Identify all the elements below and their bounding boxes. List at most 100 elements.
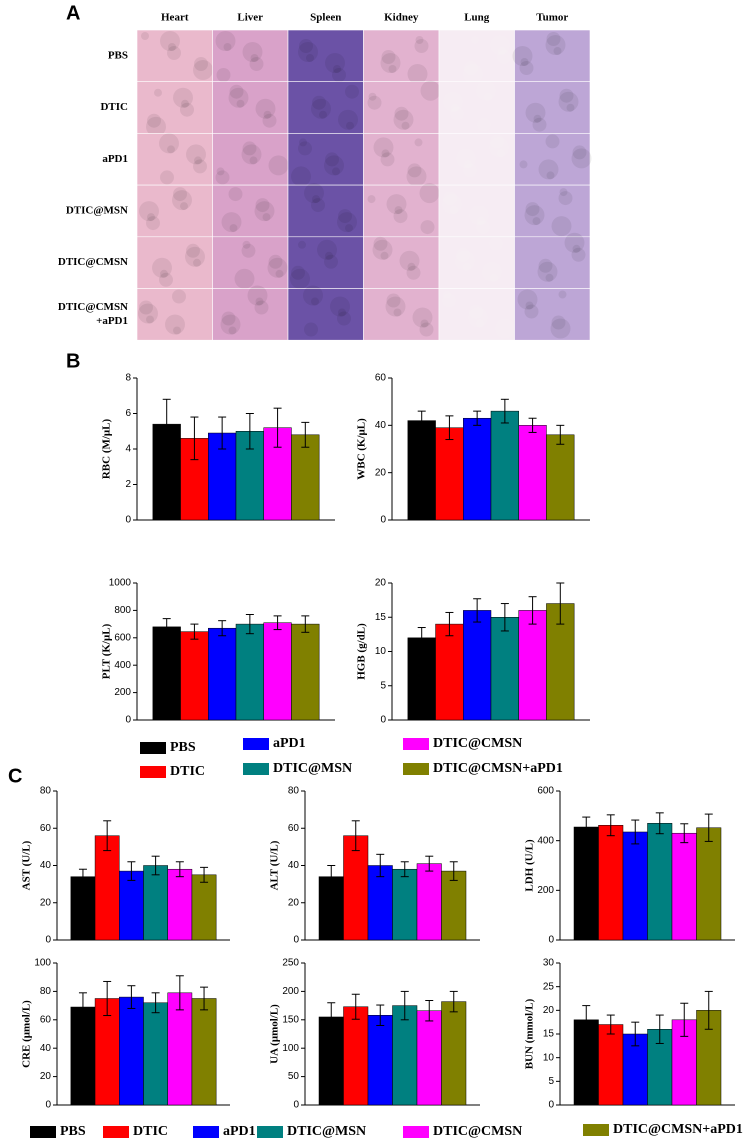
tissue-texture [167,46,181,60]
legend-swatch [140,766,166,778]
bar [435,623,464,721]
bar [367,1015,393,1106]
tissue-texture [406,265,421,280]
tissue-texture [160,31,180,51]
tissue-image [287,288,364,341]
tissue-image [212,133,289,186]
tissue-image [363,236,440,289]
bar [416,863,442,941]
tissue-texture [250,54,259,62]
column-label: Lung [464,12,490,24]
tissue-texture [401,121,410,130]
tissue-texture [399,250,420,271]
tissue-texture [228,326,237,335]
tissue-texture [181,99,189,108]
tissue-texture [254,201,275,222]
tissue-texture [180,102,194,117]
tissue-texture [311,98,331,119]
tissue-texture [545,35,566,55]
y-tick-label: 600 [114,632,131,643]
tissue-texture [463,163,477,178]
tissue-texture [194,57,208,71]
tissue-texture [468,307,488,328]
tissue-texture [186,144,206,165]
tissue-texture [299,138,307,147]
tissue-texture [381,50,396,64]
y-tick-label: 60 [40,823,52,834]
legend-label: DTIC@CMSN+aPD1 [433,761,563,776]
tissue-texture [249,156,258,165]
bar [119,996,144,1106]
bar [167,868,193,941]
tissue-texture [545,273,554,282]
y-axis-label: AST (U/L) [21,840,33,890]
tissue-texture [306,54,314,62]
tissue-image [287,236,364,289]
tissue-texture [304,322,318,337]
bar [441,870,467,941]
column-label: Kidney [384,12,419,24]
tissue-texture [551,216,572,237]
tissue-texture [141,32,149,40]
tissue-texture [262,113,277,128]
tissue-texture [559,188,568,197]
bar [191,998,217,1106]
tissue-texture [159,272,173,287]
tissue-texture [319,110,327,119]
y-tick-label: 80 [288,786,300,797]
tissue-image [514,81,591,134]
tissue-texture [538,258,553,273]
tissue-texture [147,213,155,222]
legend-label: DTIC [170,764,205,779]
tissue-image [136,236,213,289]
tissue-texture [388,65,397,73]
y-axis-label: UA (μmol/L) [269,1004,281,1064]
tissue-texture [419,322,434,337]
y-tick-label: 5 [380,680,386,691]
tissue-image [363,29,440,83]
tissue-texture [223,43,232,51]
column-label: Heart [161,12,189,24]
tissue-texture [291,265,305,280]
tissue-texture [564,232,585,253]
tissue-texture [415,36,424,44]
tissue-texture [255,198,270,213]
tissue-texture [194,156,202,165]
tissue-texture [173,87,193,108]
bar [463,610,492,721]
bar [622,831,648,941]
tissue-image [136,184,213,238]
tissue-texture [173,326,181,335]
bar [119,870,144,941]
bar [143,865,168,941]
legend-label: DTIC [133,1124,168,1139]
legend-swatch [103,1126,129,1138]
tissue-texture [519,61,534,75]
tissue-texture [346,121,354,130]
bar [598,825,624,941]
tissue-texture [393,209,408,224]
column-label: Liver [237,12,263,24]
tissue-image [212,288,289,341]
tissue-texture [147,113,161,128]
tissue-image [438,288,515,341]
tissue-texture [420,80,441,101]
y-axis-label: BUN (mmol/L) [524,998,536,1069]
tissue-texture [553,47,562,55]
tissue-texture [146,116,166,137]
bar [463,417,492,521]
tissue-texture [572,145,587,160]
tissue-texture [138,303,158,324]
tissue-texture [407,64,428,84]
tissue-texture [442,194,462,215]
tissue-texture [533,114,542,123]
tissue-texture [381,149,390,158]
y-tick-label: 0 [380,715,386,726]
tissue-texture [193,258,201,267]
tissue-image [438,29,515,83]
tissue-texture [172,190,192,211]
tissue-texture [406,166,427,187]
tissue-texture [330,296,350,317]
y-tick-label: 100 [34,958,51,969]
